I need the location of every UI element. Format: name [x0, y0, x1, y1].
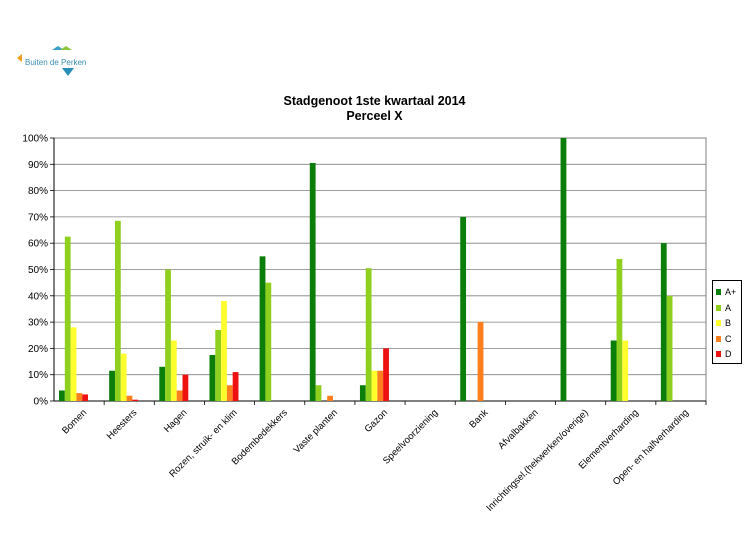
y-tick-label: 30%: [28, 318, 48, 329]
y-tick-label: 10%: [28, 370, 48, 381]
chart-legend: A+ A B C D: [712, 280, 742, 364]
bar-A-5: [315, 385, 322, 401]
legend-swatch: [716, 304, 721, 311]
x-category-label: Bank: [467, 407, 490, 430]
y-tick-label: 60%: [28, 239, 48, 250]
legend-label: C: [725, 333, 732, 344]
legend-swatch: [716, 289, 721, 295]
bar-A+-4: [259, 256, 266, 401]
bar-C-8: [477, 322, 484, 401]
bar-A+-2: [159, 366, 166, 401]
x-category-label: Bomen: [60, 407, 89, 436]
bar-C-3: [226, 385, 233, 401]
bar-A+-0: [59, 390, 65, 401]
chart-subtitle: Perceel X: [346, 109, 403, 123]
y-tick-label: 100%: [22, 134, 48, 145]
legend-label: D: [725, 349, 732, 359]
bar-C-6: [377, 370, 384, 401]
bar-A-11: [616, 258, 623, 401]
y-tick-label: 90%: [28, 160, 48, 171]
bar-C-2: [176, 390, 183, 401]
legend-label: B: [725, 318, 732, 328]
y-tick-label: 0%: [34, 397, 49, 408]
x-category-label: Speelvoorziening: [381, 407, 440, 466]
x-category-label: Heesters: [105, 407, 140, 442]
x-category-label: Vaste planten: [292, 407, 340, 455]
bar-D-3: [232, 372, 239, 401]
bar-A+-5: [309, 162, 316, 401]
bar-A+-6: [359, 385, 366, 401]
bar-B-2: [170, 340, 177, 401]
bar-A+-8: [460, 216, 467, 401]
x-category-label: Gazon: [363, 407, 391, 435]
logo: [14, 44, 94, 80]
x-category-label: Inrichtingsel.(hekwerken/overige): [484, 407, 590, 513]
bar-B-3: [221, 301, 227, 401]
y-tick-label: 20%: [28, 344, 48, 355]
logo-text: Buiten de Perken: [25, 58, 87, 67]
y-tick-label: 40%: [28, 291, 48, 302]
legend-label: A: [725, 302, 732, 313]
bar-B-11: [622, 340, 629, 401]
bar-D-1: [132, 399, 139, 401]
legend-swatch: [716, 320, 721, 326]
bar-A+-11: [610, 340, 617, 401]
x-category-label: Bodembedekkers: [230, 407, 290, 467]
bar-A+-10: [560, 138, 567, 401]
legend-label: A+: [725, 287, 737, 297]
y-tick-label: 80%: [28, 186, 48, 197]
bar-A+-3: [209, 354, 216, 401]
bar-A-6: [365, 268, 372, 401]
y-tick-label: 70%: [28, 212, 48, 223]
bar-D-6: [383, 348, 389, 401]
bar-A-4: [265, 282, 272, 401]
bar-A-1: [114, 220, 121, 401]
x-category-label: Hagen: [162, 407, 190, 435]
x-category-label: Afvalbakken: [496, 407, 540, 451]
legend-swatch: [716, 351, 721, 357]
bar-B-6: [371, 370, 378, 401]
bar-A+-1: [109, 370, 115, 401]
bar-B-0: [70, 327, 77, 401]
bar-C-1: [126, 395, 133, 401]
bar-C-0: [76, 393, 83, 401]
bar-D-0: [82, 394, 89, 401]
bar-D-2: [182, 374, 189, 401]
bar-A-3: [215, 329, 222, 401]
bar-C-5: [327, 395, 333, 401]
bar-A-2: [165, 269, 171, 401]
bar-A-0: [64, 236, 71, 401]
logo-mark-icon: [17, 46, 74, 76]
y-tick-label: 50%: [28, 265, 48, 276]
legend-swatch: [716, 335, 721, 342]
chart-title: Stadgenoot 1ste kwartaal 2014: [283, 94, 466, 108]
bar-B-1: [120, 353, 127, 401]
bar-A+-12: [660, 243, 667, 401]
bar-A-12: [666, 295, 673, 401]
